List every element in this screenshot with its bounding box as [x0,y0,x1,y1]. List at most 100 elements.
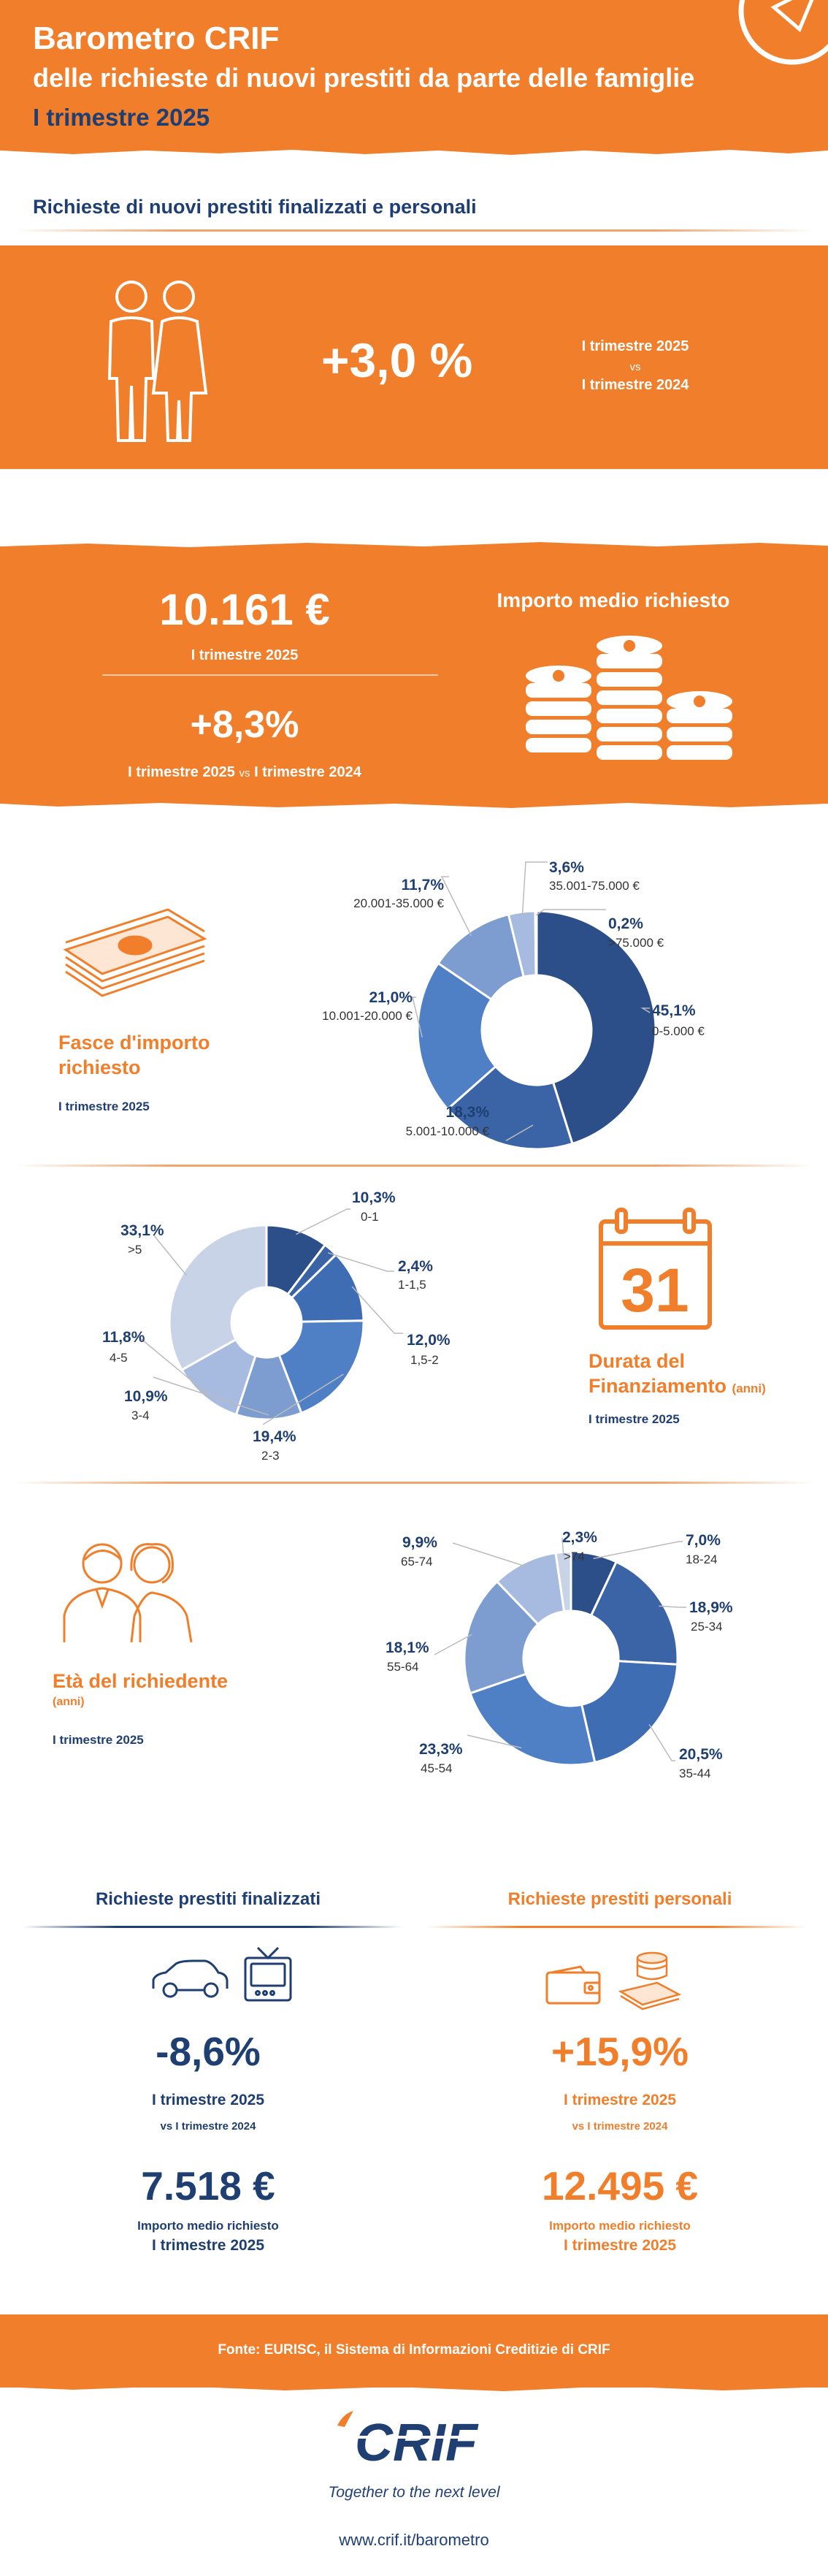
chart2-label-value: 33,1% [120,1222,164,1239]
chart2-label-value: 2,4% [398,1258,433,1275]
leader-line [327,1252,394,1272]
crif-logo: CRIF [307,2404,526,2484]
chart3-label-category: 45-54 [421,1761,453,1775]
chart3-label-category: 25-34 [691,1620,723,1634]
divider [426,1926,806,1928]
donut-slice [554,1550,572,1613]
source-text: Fonte: EURISC, il Sistema di Informazion… [218,2342,610,2358]
section1-compare-a: I trimestre 2025 [581,338,689,354]
chart2-label-category: 2-3 [261,1449,280,1463]
chart2-title: Durata del Finanziamento (anni) [589,1349,808,1401]
divider [22,1926,402,1928]
donut-slice [463,1579,540,1695]
finalizzati-amount-period: I trimestre 2025 [151,2237,265,2254]
personali-vs: vs I trimestre 2024 [572,2120,668,2133]
header-band [0,0,828,150]
finalizzati-amount: 7.518 € [141,2163,275,2209]
leader-line [440,876,472,937]
chart3-subtitle: I trimestre 2025 [53,1733,144,1747]
money-icon [617,1949,683,2011]
chart3-label-category: 18-24 [686,1552,718,1566]
chart3-title-unit: (anni) [53,1696,85,1708]
header-period: I trimestre 2025 [33,104,210,131]
leader-line [153,1234,187,1276]
leader-line [351,1286,403,1334]
chart1-label-value: 11,7% [401,877,444,893]
section1-heading: Richieste di nuovi prestiti finalizzati … [33,196,477,218]
leader-line [561,1537,564,1557]
personali-amount-period: I trimestre 2025 [563,2237,677,2254]
average-amount-period: I trimestre 2025 [191,647,299,663]
finalizzati-amount-label: Importo medio richiesto [137,2219,279,2233]
personali-amount: 12.495 € [541,2163,699,2209]
divider [102,674,438,676]
footer-url[interactable]: www.crif.it/barometro [339,2531,489,2549]
personali-change: +15,9% [551,2029,689,2074]
chart2-label-value: 10,3% [352,1189,396,1206]
compare-period-b: I trimestre 2024 [254,764,361,780]
chart1-label-category: 0-5.000 € [652,1024,705,1038]
leader-line [521,861,548,917]
section1-change: +3,0 % [321,333,473,387]
chart2-subtitle: I trimestre 2025 [589,1412,680,1426]
chart3-label-category: 65-74 [401,1555,433,1569]
finalizzati-period: I trimestre 2025 [151,2092,265,2108]
chart3-title: Età del richiedente [53,1670,229,1692]
chart1-label-category: 10.001-20.000 € [322,1009,413,1023]
leader-line [138,1336,208,1395]
leader-line [467,1734,522,1749]
chart3-label-value: 9,9% [402,1534,437,1551]
svg-text:31: 31 [621,1256,689,1325]
chart1-donut [412,861,657,1151]
wallet-icon [544,1965,602,2005]
average-amount-compare: I trimestre 2025 vs I trimestre 2024 [58,764,431,781]
donut-slice [469,1672,597,1767]
chart3-label-value: 2,3% [562,1529,597,1546]
leader-line [505,1124,534,1141]
chart2-label-category: 3-4 [131,1409,150,1422]
finalizzati-vs: vs I trimestre 2024 [160,2120,256,2133]
leader-line [593,1541,683,1560]
chart1-title: Fasce d'importo richiesto [58,1032,210,1078]
chart1-label-value: 18,3% [445,1104,489,1121]
chart3-label-value: 20,5% [679,1746,723,1763]
tagline: Together to the next level [328,2484,500,2501]
average-amount: 10.161 € [159,585,330,634]
compare-vs: vs [239,767,250,780]
chart2-label-category: 4-5 [110,1351,128,1365]
page-title: Barometro CRIF [33,20,280,56]
chart1-label-category: 5.001-10.000 € [405,1124,489,1138]
donut-slice [580,1660,679,1764]
chart2-label-category: 1-1,5 [398,1278,426,1292]
leader-line [412,997,423,1038]
leader-line [434,1634,472,1655]
compass-icon [730,0,828,73]
donut-slice [445,1064,574,1151]
torn-edge [0,2383,828,2393]
chart1-label-value: 0,2% [608,915,643,932]
chart2-label-category: 1,5-2 [410,1353,439,1367]
chart1-label-value: 21,0% [369,989,413,1006]
torn-edge [0,143,828,159]
coins-icon [522,636,734,767]
personali-heading: Richieste prestiti personali [507,1889,732,1909]
chart1-label-category: 35.001-75.000 € [549,879,640,893]
donut-slice [168,1224,268,1372]
chart3-label-category: >74 [564,1550,585,1563]
source-band [0,2314,828,2388]
chart1-label-category: 20.001-35.000 € [353,896,444,910]
chart1-label-category: >75.000 € [608,936,664,950]
leader-line [262,1373,344,1425]
chart3-label-value: 23,3% [419,1741,463,1758]
chart1-subtitle: I trimestre 2025 [58,1100,150,1113]
donut-slice [589,1560,679,1666]
banknotes-icon [58,888,212,997]
chart2-label-value: 10,9% [124,1388,168,1405]
divider [15,1165,813,1167]
crif-logo-text: CRIF [355,2414,479,2472]
finalizzati-heading: Richieste prestiti finalizzati [95,1889,321,1909]
tv-icon [243,1945,293,2003]
leader-line [535,909,606,916]
torn-edge [0,799,828,809]
leader-line [452,1542,526,1567]
